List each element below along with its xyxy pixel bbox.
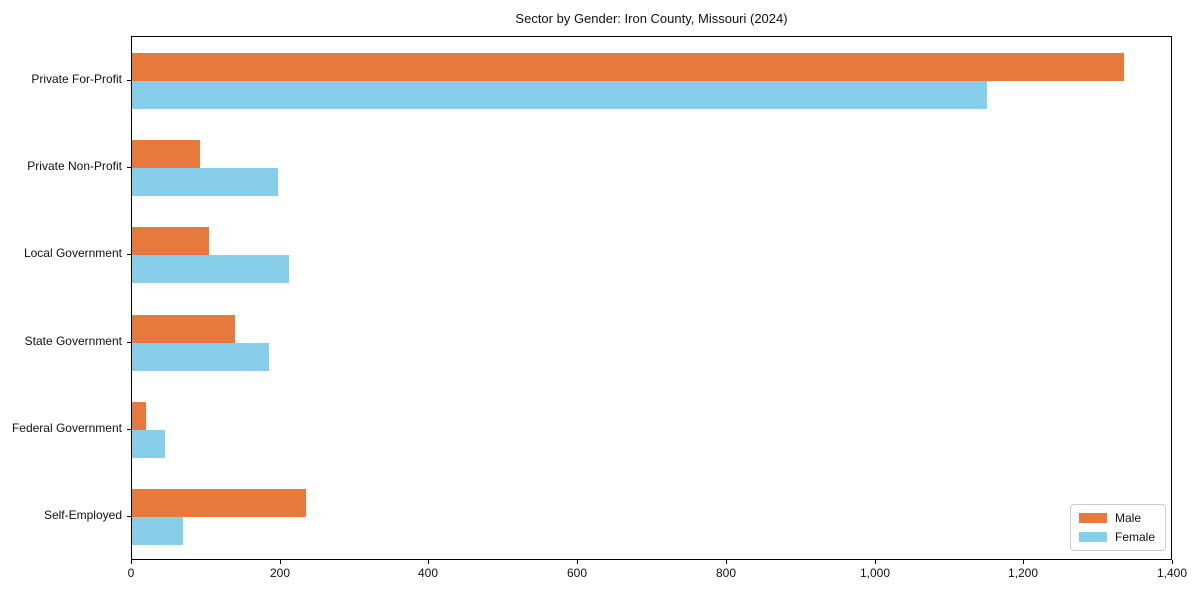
x-tick-label: 0 — [127, 566, 135, 580]
x-tick-mark — [131, 560, 132, 564]
y-tick-label: Federal Government — [11, 421, 122, 435]
x-tick-mark — [1172, 560, 1173, 564]
y-tick-label: Private For-Profit — [31, 72, 122, 86]
legend: Male Female — [1069, 504, 1166, 551]
x-tick-mark — [875, 560, 876, 564]
y-tick-mark — [127, 516, 131, 517]
bar-female-local-government — [132, 255, 289, 283]
bar-male-local-government — [132, 227, 209, 255]
x-tick-label: 1,200 — [1007, 566, 1039, 580]
chart-title: Sector by Gender: Iron County, Missouri … — [515, 11, 788, 26]
x-tick-label: 600 — [566, 566, 588, 580]
y-tick-mark — [127, 342, 131, 343]
x-tick-mark — [280, 560, 281, 564]
x-tick-label: 1,000 — [859, 566, 891, 580]
x-tick-mark — [577, 560, 578, 564]
y-tick-label: State Government — [24, 334, 122, 348]
x-tick-label: 200 — [269, 566, 291, 580]
y-tick-label: Self-Employed — [43, 508, 122, 522]
bar-female-federal-government — [132, 430, 165, 458]
bar-female-self-employed — [132, 517, 183, 545]
bar-male-self-employed — [132, 489, 306, 517]
legend-entry-female: Female — [1078, 530, 1155, 544]
bar-female-private-for-profit — [132, 81, 987, 109]
y-tick-mark — [127, 80, 131, 81]
bar-male-private-for-profit — [132, 53, 1124, 81]
legend-label: Female — [1114, 530, 1155, 544]
y-tick-mark — [127, 254, 131, 255]
x-tick-label: 800 — [715, 566, 737, 580]
x-tick-mark — [726, 560, 727, 564]
legend-swatch-male — [1078, 513, 1107, 523]
x-tick-label: 1,400 — [1156, 566, 1188, 580]
bar-female-state-government — [132, 343, 269, 371]
bar-female-private-non-profit — [132, 168, 278, 196]
x-tick-mark — [428, 560, 429, 564]
x-tick-mark — [1023, 560, 1024, 564]
legend-label: Male — [1114, 511, 1141, 525]
legend-entry-male: Male — [1078, 511, 1155, 525]
bar-male-federal-government — [132, 402, 146, 430]
bar-male-private-non-profit — [132, 140, 200, 168]
x-tick-label: 400 — [417, 566, 439, 580]
y-tick-label: Private Non-Profit — [27, 159, 122, 173]
bar-male-state-government — [132, 315, 235, 343]
legend-swatch-female — [1078, 532, 1107, 542]
y-tick-mark — [127, 167, 131, 168]
y-tick-label: Local Government — [23, 246, 122, 260]
y-tick-mark — [127, 429, 131, 430]
plot-area — [131, 36, 1172, 560]
